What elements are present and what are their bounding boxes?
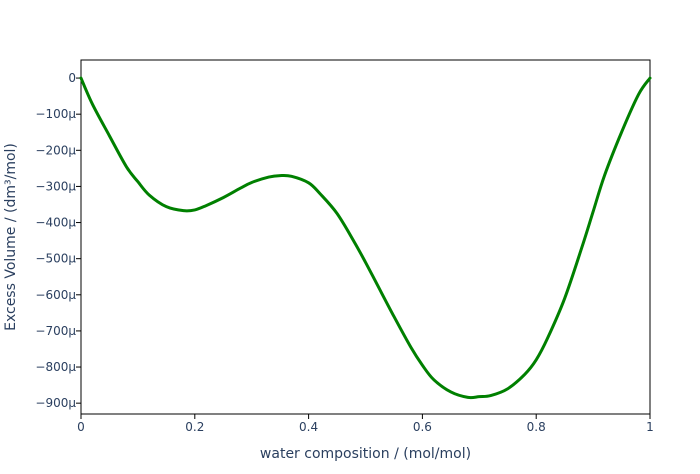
y-tick-label: −900μ bbox=[35, 396, 76, 410]
x-tick-label: 0.8 bbox=[527, 420, 546, 434]
y-axis: 0 −100μ −200μ −300μ −400μ −500μ −600μ −700μ −800… bbox=[35, 71, 81, 410]
y-tick-label: −700μ bbox=[35, 324, 76, 338]
x-tick-label: 0.6 bbox=[413, 420, 432, 434]
y-tick-label: −500μ bbox=[35, 252, 76, 266]
x-tick-label: 1 bbox=[646, 420, 654, 434]
x-tick-label: 0.4 bbox=[299, 420, 318, 434]
y-tick-label: 0 bbox=[68, 71, 76, 85]
y-tick-label: −200μ bbox=[35, 143, 76, 157]
series-line bbox=[79, 76, 652, 400]
y-tick-label: −400μ bbox=[35, 216, 76, 230]
x-tick-label: 0 bbox=[77, 420, 85, 434]
x-axis: 0 0.2 0.4 0.6 0.8 1 bbox=[77, 414, 654, 434]
y-tick-label: −600μ bbox=[35, 288, 76, 302]
y-tick-label: −800μ bbox=[35, 360, 76, 374]
x-axis-title: water composition / (mol/mol) bbox=[260, 446, 471, 462]
y-axis-title: Excess Volume / (dm³/mol) bbox=[3, 143, 19, 331]
x-tick-label: 0.2 bbox=[185, 420, 204, 434]
plot-frame bbox=[80, 59, 651, 415]
y-tick-label: −100μ bbox=[35, 107, 76, 121]
y-tick-label: −300μ bbox=[35, 179, 76, 193]
